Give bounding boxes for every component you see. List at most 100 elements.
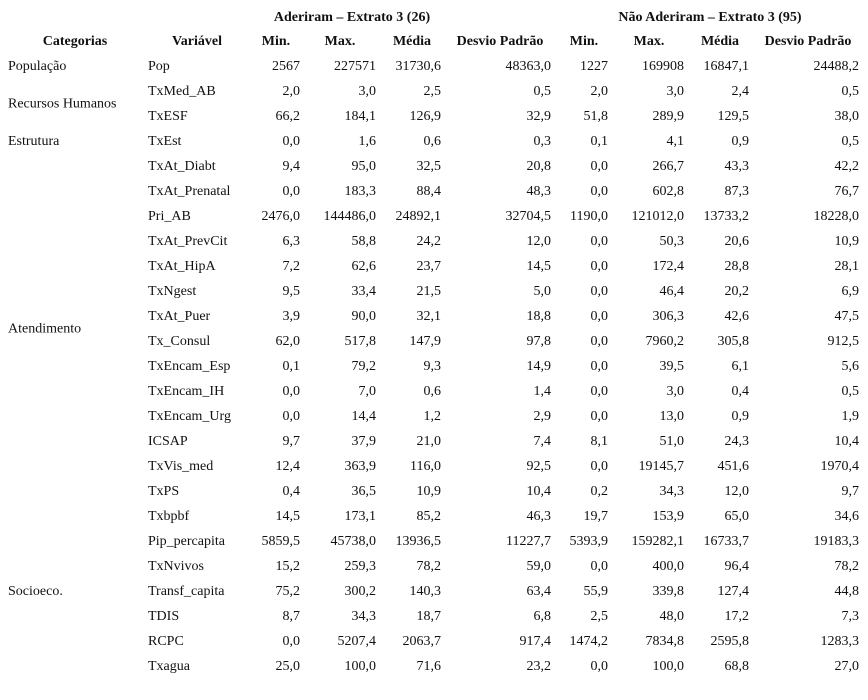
cell-value: 2,4 (732, 84, 750, 99)
cell-value: 32704,5 (506, 209, 552, 224)
cell-value: 14,9 (527, 359, 552, 374)
cell-value: 0,0 (283, 409, 301, 424)
cell-value: 266,7 (653, 159, 685, 174)
cell-value: 5,0 (534, 284, 552, 299)
variable: TxAt_PrevCit (148, 234, 227, 249)
cell-value: 47,5 (835, 309, 860, 324)
cell-value: 24892,1 (396, 209, 442, 224)
cell-value: 0,0 (591, 259, 609, 274)
cell-value: 300,2 (345, 584, 377, 599)
cell-value: 13936,5 (396, 534, 442, 549)
cell-value: 2476,0 (262, 209, 301, 224)
cell-value: 12,4 (276, 459, 301, 474)
variable: Txagua (148, 659, 191, 674)
variable: Transf_capita (148, 584, 225, 599)
cell-value: 27,0 (835, 659, 860, 674)
cell-value: 10,9 (417, 484, 442, 499)
variable: Txbpbf (148, 509, 190, 524)
cell-value: 9,7 (283, 434, 301, 449)
cell-value: 71,6 (417, 659, 442, 674)
cell-value: 34,6 (835, 509, 860, 524)
cell-value: 46,4 (660, 284, 685, 299)
cell-value: 0,0 (591, 234, 609, 249)
cell-value: 12,0 (725, 484, 750, 499)
cell-value: 6,9 (842, 284, 860, 299)
cell-value: 43,3 (725, 159, 750, 174)
cell-value: 45738,0 (331, 534, 377, 549)
cell-value: 0,0 (591, 384, 609, 399)
category: Recursos Humanos (8, 97, 117, 112)
cell-value: 85,2 (417, 509, 442, 524)
cell-value: 78,2 (417, 559, 442, 574)
cell-value: 24,2 (417, 234, 442, 249)
cell-value: 116,0 (410, 459, 441, 474)
cell-value: 100,0 (345, 659, 377, 674)
cell-value: 0,0 (591, 309, 609, 324)
cell-value: 19183,3 (814, 534, 860, 549)
cell-value: 66,2 (276, 109, 301, 124)
variable: TxEncam_IH (148, 384, 224, 399)
column-header: Média (701, 34, 739, 49)
cell-value: 451,6 (718, 459, 750, 474)
variable: TxEncam_Urg (148, 409, 231, 424)
cell-value: 1,2 (424, 409, 442, 424)
cell-value: 20,8 (527, 159, 552, 174)
cell-value: 51,8 (584, 109, 609, 124)
cell-value: 36,5 (352, 484, 377, 499)
group-header: Aderiram – Extrato 3 (26) (274, 10, 431, 25)
cell-value: 14,5 (276, 509, 301, 524)
cell-value: 0,0 (591, 359, 609, 374)
variable: Pip_percapita (148, 534, 226, 549)
cell-value: 14,5 (527, 259, 552, 274)
column-header: Desvio Padrão (765, 34, 852, 49)
cell-value: 50,3 (660, 234, 685, 249)
cell-value: 15,2 (276, 559, 301, 574)
cell-value: 42,2 (835, 159, 860, 174)
cell-value: 11227,7 (506, 534, 551, 549)
cell-value: 33,4 (352, 284, 377, 299)
cell-value: 1,4 (534, 384, 552, 399)
column-header: Min. (262, 34, 290, 49)
cell-value: 0,4 (283, 484, 301, 499)
cell-value: 23,7 (417, 259, 442, 274)
cell-value: 16847,1 (704, 59, 750, 74)
cell-value: 10,4 (527, 484, 552, 499)
cell-value: 17,2 (725, 609, 750, 624)
cell-value: 121012,0 (632, 209, 685, 224)
cell-value: 32,5 (417, 159, 442, 174)
cell-value: 7960,2 (646, 334, 685, 349)
cell-value: 5207,4 (338, 634, 377, 649)
cell-value: 0,1 (591, 134, 609, 149)
cell-value: 10,4 (835, 434, 860, 449)
variable: TxVis_med (148, 459, 213, 474)
cell-value: 18,7 (417, 609, 442, 624)
variable: TxAt_Diabt (148, 159, 216, 174)
cell-value: 912,5 (828, 334, 860, 349)
cell-value: 14,4 (352, 409, 377, 424)
cell-value: 10,9 (835, 234, 860, 249)
cell-value: 38,0 (835, 109, 860, 124)
cell-value: 39,5 (660, 359, 685, 374)
cell-value: 0,2 (591, 484, 609, 499)
cell-value: 0,1 (283, 359, 301, 374)
cell-value: 24488,2 (814, 59, 860, 74)
cell-value: 9,7 (842, 484, 860, 499)
cell-value: 0,9 (732, 134, 750, 149)
category: Atendimento (8, 322, 81, 337)
cell-value: 13733,2 (704, 209, 750, 224)
variable: ICSAP (148, 434, 188, 449)
cell-value: 7,3 (842, 609, 860, 624)
variable: RCPC (148, 634, 184, 649)
cell-value: 79,2 (352, 359, 377, 374)
cell-value: 75,2 (276, 584, 301, 599)
cell-value: 2,0 (591, 84, 609, 99)
cell-value: 127,4 (718, 584, 750, 599)
cell-value: 18,8 (527, 309, 552, 324)
cell-value: 917,4 (520, 634, 552, 649)
cell-value: 0,0 (591, 159, 609, 174)
cell-value: 517,8 (345, 334, 377, 349)
cell-value: 0,0 (591, 459, 609, 474)
cell-value: 24,3 (725, 434, 750, 449)
cell-value: 0,0 (591, 284, 609, 299)
cell-value: 7,0 (359, 384, 377, 399)
